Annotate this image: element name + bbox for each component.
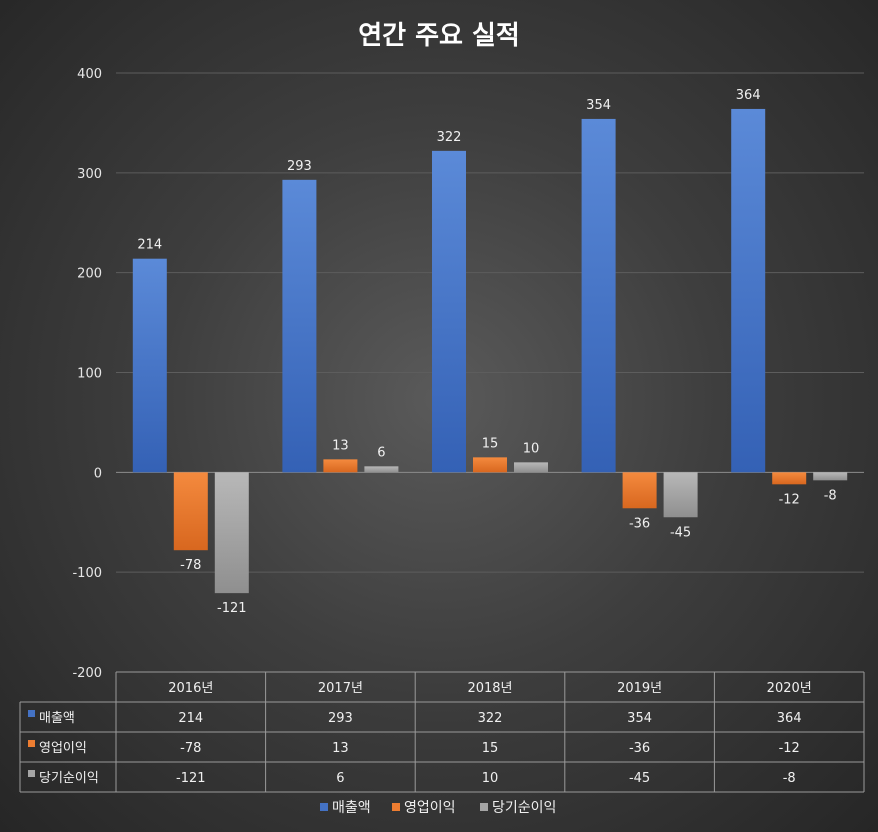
- bar-매출액-2016년: [132, 258, 167, 473]
- table-cell: -78: [180, 741, 201, 756]
- y-tick-label: -200: [72, 666, 102, 681]
- data-label: -36: [629, 516, 650, 531]
- bar-당기순이익-2018년: [514, 462, 548, 473]
- data-label: 293: [287, 159, 312, 174]
- bar-영업이익-2019년: [622, 472, 657, 509]
- table-cell: 13: [332, 741, 349, 756]
- table-series-key: [28, 710, 35, 717]
- y-tick-label: 200: [77, 267, 102, 282]
- table-cell: 214: [178, 711, 203, 726]
- table-cell: -12: [779, 741, 800, 756]
- y-axis-ticks: 400 300 200 100 0 -100 -200: [72, 67, 102, 681]
- table-header-category: 2018년: [467, 681, 512, 696]
- table-header-category: 2016년: [168, 681, 213, 696]
- bar-당기순이익-2019년: [663, 472, 698, 518]
- legend-key-2: [480, 803, 488, 811]
- table-cell: 15: [482, 741, 499, 756]
- data-label: -12: [779, 492, 800, 507]
- table-cell: 293: [328, 711, 353, 726]
- table-header-category: 2020년: [767, 681, 812, 696]
- legend-label: 매출액: [332, 800, 371, 816]
- data-label: -45: [670, 525, 691, 540]
- bar-매출액-2017년: [282, 179, 317, 473]
- data-label: 322: [437, 130, 462, 145]
- y-tick-label: 0: [94, 466, 102, 481]
- table-series-name: 영업이익: [39, 741, 87, 756]
- bar-당기순이익-2017년: [364, 466, 399, 473]
- table-cell: 322: [478, 711, 503, 726]
- y-tick-label: 400: [77, 67, 102, 82]
- data-label: 6: [377, 445, 385, 460]
- bar-매출액-2019년: [581, 118, 616, 473]
- bar-영업이익-2016년: [173, 472, 208, 551]
- table-header-category: 2017년: [318, 681, 363, 696]
- data-labels: 214 293 322 354 364 -78 13 15 -36 -12 -121 6 10 -45 -8: [137, 88, 836, 616]
- y-tick-label: 300: [77, 167, 102, 182]
- data-label: -78: [180, 558, 201, 573]
- y-tick-label: -100: [72, 566, 102, 581]
- bar-매출액-2020년: [731, 108, 766, 473]
- data-label: 13: [332, 438, 349, 453]
- table-series-key: [28, 770, 35, 777]
- table-cell: 6: [336, 771, 344, 786]
- data-label: 10: [523, 441, 540, 456]
- table-cell: 10: [482, 771, 499, 786]
- data-label: -8: [824, 488, 837, 503]
- table-series-name: 매출액: [39, 711, 75, 726]
- data-label: 15: [482, 436, 499, 451]
- table-cell: -8: [783, 771, 796, 786]
- table-cell: -121: [176, 771, 206, 786]
- legend-key-1: [392, 803, 400, 811]
- table-cell: -36: [629, 741, 650, 756]
- legend-label: 당기순이익: [492, 800, 556, 816]
- table-series-key: [28, 740, 35, 747]
- data-label: 354: [586, 98, 611, 113]
- legend-label: 영업이익: [404, 800, 456, 816]
- legend: 매출액 영업이익 당기순이익: [320, 800, 556, 816]
- table-cell: -45: [629, 771, 650, 786]
- bar-영업이익-2017년: [323, 459, 358, 473]
- table-header-category: 2019년: [617, 681, 662, 696]
- legend-key-0: [320, 803, 328, 811]
- bar-영업이익-2018년: [473, 457, 507, 473]
- data-label: 214: [137, 238, 162, 253]
- bar-당기순이익-2020년: [813, 472, 848, 481]
- bars: [132, 108, 848, 594]
- chart-title: 연간 주요 실적: [358, 21, 520, 51]
- data-label: -121: [217, 601, 247, 616]
- table-series-name: 당기순이익: [39, 771, 99, 786]
- data-label: 364: [736, 88, 761, 103]
- table-cell: 354: [627, 711, 652, 726]
- table-cell: 364: [777, 711, 802, 726]
- bar-매출액-2018년: [432, 150, 466, 473]
- y-tick-label: 100: [77, 367, 102, 382]
- bar-당기순이익-2016년: [214, 472, 249, 594]
- bar-영업이익-2020년: [772, 472, 807, 485]
